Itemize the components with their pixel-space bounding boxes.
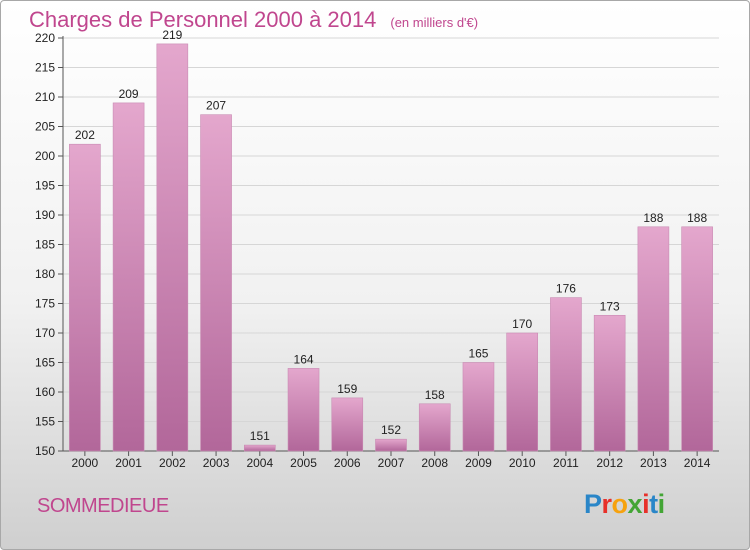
- bar-2001: [112, 102, 145, 452]
- data-label-2012: 173: [600, 299, 620, 313]
- data-label-2005: 164: [294, 352, 314, 366]
- bar-2014: [681, 226, 713, 452]
- data-labels: 202 209 219 207 151 164 159 152 158 165 170 176 173 1…: [75, 28, 708, 443]
- x-tick-label: 2013: [640, 456, 667, 470]
- y-tick-label: 220: [35, 31, 55, 45]
- data-label-2007: 152: [381, 423, 401, 437]
- y-tick-label: 160: [35, 385, 55, 399]
- data-label-2011: 176: [556, 282, 576, 296]
- chart-unit-note: (en milliers d'€): [390, 15, 479, 30]
- x-tick-label: 2006: [334, 456, 361, 470]
- y-tick-label: 205: [35, 120, 55, 134]
- data-label-2004: 151: [250, 429, 270, 443]
- x-tick-label: 2009: [465, 456, 492, 470]
- data-label-2009: 165: [468, 347, 488, 361]
- y-tick-label: 170: [35, 326, 55, 340]
- data-label-2000: 202: [75, 128, 95, 142]
- chart-title: Charges de Personnel 2000 à 2014: [29, 7, 377, 32]
- y-tick-label: 185: [35, 238, 55, 252]
- y-tick-label: 180: [35, 267, 55, 281]
- x-tick-label: 2012: [596, 456, 623, 470]
- bar-2004: [244, 444, 276, 452]
- y-tick-label: 215: [35, 61, 55, 75]
- x-tick-label: 2004: [246, 456, 273, 470]
- bar-2000: [69, 143, 101, 452]
- data-label-2006: 159: [337, 382, 357, 396]
- y-tick-label: 200: [35, 149, 55, 163]
- bar-2002: [156, 43, 189, 452]
- y-tick-label: 165: [35, 356, 55, 370]
- proxiti-logo: Proxiti: [584, 489, 665, 519]
- y-tick-label: 155: [35, 415, 55, 429]
- data-label-2001: 209: [119, 87, 139, 101]
- x-tick-label: 2000: [72, 456, 99, 470]
- bar-2009: [462, 362, 495, 452]
- x-tick-label: 2011: [553, 456, 579, 470]
- x-tick-label: 2014: [684, 456, 711, 470]
- y-tick-label: 175: [35, 297, 55, 311]
- x-tick-label: 2003: [203, 456, 230, 470]
- y-tick-label: 150: [35, 444, 55, 458]
- data-label-2013: 188: [643, 211, 663, 225]
- x-tick-label: 2008: [421, 456, 448, 470]
- x-tick-label: 2001: [115, 456, 142, 470]
- y-tick-label: 195: [35, 179, 55, 193]
- x-tick-label: 2010: [509, 456, 536, 470]
- y-tick-label: 190: [35, 208, 55, 222]
- commune-name: SOMMEDIEUE: [37, 495, 169, 517]
- x-tick-label: 2002: [159, 456, 186, 470]
- data-label-2010: 170: [512, 317, 532, 331]
- bar-2011: [550, 297, 582, 452]
- y-tick-label: 210: [35, 90, 55, 104]
- x-tick-label: 2005: [290, 456, 317, 470]
- data-label-2003: 207: [206, 99, 226, 113]
- bar-2013: [637, 226, 670, 452]
- bar-2008: [418, 403, 451, 452]
- bars: [69, 43, 713, 452]
- bar-2005: [287, 368, 320, 452]
- bar-2012: [593, 314, 626, 452]
- chart-title-block: Charges de Personnel 2000 à 2014 (en mill…: [29, 7, 478, 33]
- data-label-2002: 219: [162, 28, 182, 42]
- bar-2007: [375, 438, 407, 452]
- data-label-2008: 158: [425, 388, 445, 402]
- data-label-2014: 188: [687, 211, 707, 225]
- bar-2006: [331, 397, 364, 452]
- bar-2003: [200, 114, 232, 452]
- x-tick-label: 2007: [378, 456, 405, 470]
- bar-2010: [506, 332, 539, 452]
